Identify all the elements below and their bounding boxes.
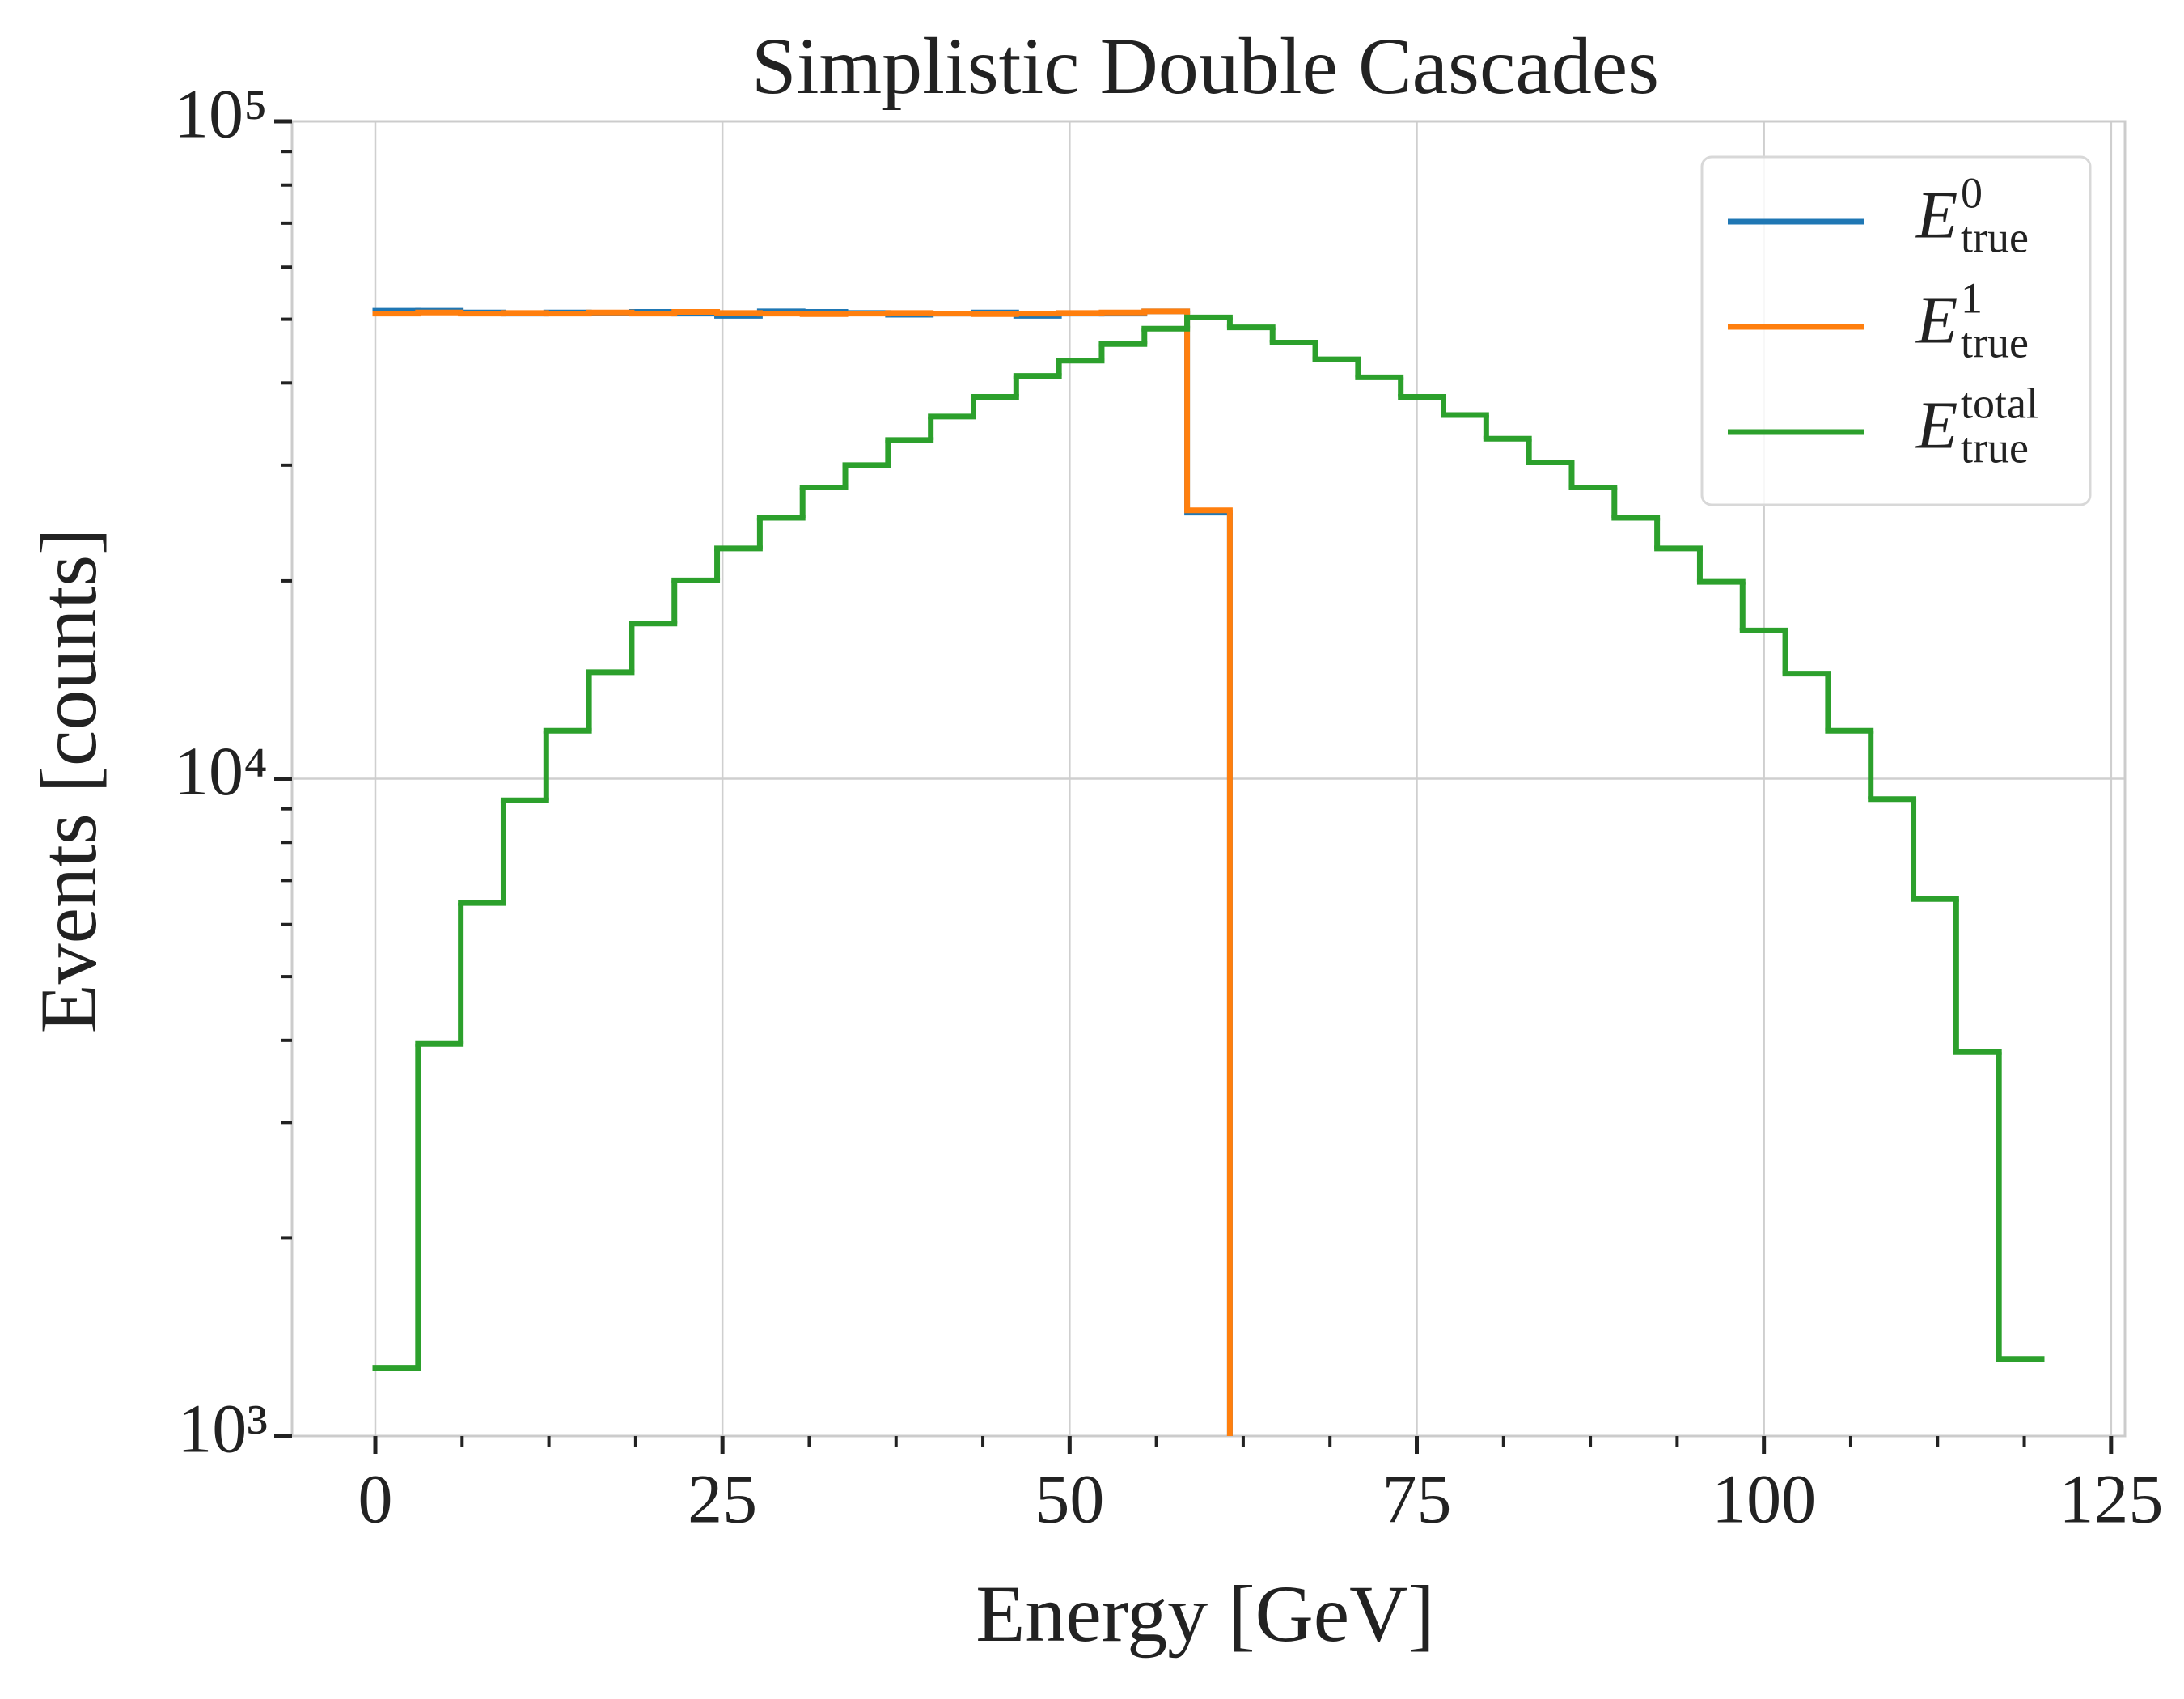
y-tick-label: 10⁵ [174, 75, 268, 153]
legend-label-sup: total [1961, 379, 2038, 427]
y-tick-label: 10⁴ [174, 732, 268, 810]
x-tick-label: 75 [1382, 1460, 1452, 1538]
histogram-series [372, 308, 1233, 1436]
chart-title: Simplistic Double Cascades [751, 21, 1659, 111]
legend-label-sup: 0 [1961, 168, 1983, 217]
x-axis-label: Energy [GeV] [976, 1569, 1434, 1659]
x-tick-label: 0 [358, 1460, 393, 1538]
y-axis-label: Events [counts] [23, 528, 113, 1034]
legend-label-sub: true [1961, 213, 2029, 261]
legend-label-sup: 1 [1961, 273, 1983, 322]
x-tick-label: 100 [1712, 1460, 1816, 1538]
legend-box [1700, 155, 2092, 506]
y-tick-label: 10³ [177, 1390, 268, 1468]
legend-label-sub: true [1961, 423, 2029, 472]
x-tick-label: 50 [1035, 1460, 1104, 1538]
histogram-series [372, 314, 2045, 1371]
legend-label: E [1915, 282, 1958, 358]
legend-label: E [1915, 177, 1958, 252]
plot-area [372, 307, 2045, 1436]
legend-label-sub: true [1961, 318, 2029, 366]
x-tick-label: 25 [688, 1460, 757, 1538]
x-tick-label: 125 [2059, 1460, 2163, 1538]
legend-label: E [1915, 388, 1958, 463]
